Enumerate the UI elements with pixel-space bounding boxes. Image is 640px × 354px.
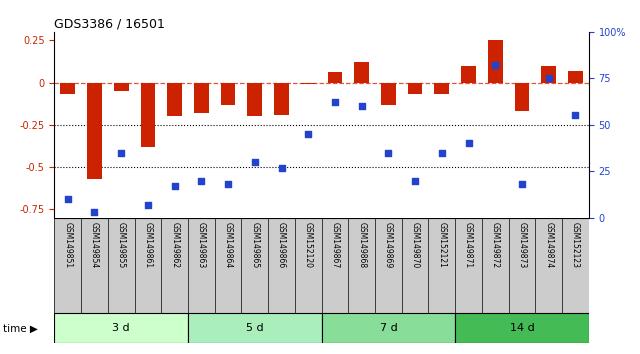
Text: GSM149854: GSM149854 [90,223,99,269]
Point [63,196,73,202]
Text: GSM149855: GSM149855 [116,223,125,269]
Point [490,63,500,68]
Point [143,202,153,207]
Bar [435,82,449,95]
Point [116,150,126,155]
Text: time ▶: time ▶ [3,323,38,333]
Text: GSM149865: GSM149865 [250,223,259,269]
Bar [54,313,188,343]
Bar [461,65,476,82]
Point [543,75,554,81]
Text: 5 d: 5 d [246,323,264,333]
Text: GSM149866: GSM149866 [277,223,286,269]
Text: GSM149870: GSM149870 [411,223,420,269]
Point [223,181,233,187]
Text: GDS3386 / 16501: GDS3386 / 16501 [54,18,165,31]
Bar [194,82,209,113]
Point [383,150,394,155]
Point [463,141,474,146]
Text: GSM152120: GSM152120 [304,223,313,268]
Text: GSM149871: GSM149871 [464,223,473,269]
Point [436,150,447,155]
Text: GSM149864: GSM149864 [223,223,232,269]
Point [250,159,260,165]
Text: GSM149868: GSM149868 [357,223,366,269]
Bar [114,82,129,91]
Bar [488,40,502,82]
Point [170,183,180,189]
Text: GSM149874: GSM149874 [544,223,553,269]
Point [90,209,100,215]
Bar [408,82,422,95]
Text: GSM149862: GSM149862 [170,223,179,269]
Bar [328,73,342,82]
Point [356,103,367,109]
Bar [248,82,262,116]
Text: GSM149869: GSM149869 [384,223,393,269]
Bar [355,62,369,82]
Bar [87,82,102,179]
Point [410,178,420,183]
Bar [515,82,529,111]
Point [570,113,580,118]
Text: GSM149867: GSM149867 [330,223,339,269]
Point [276,165,287,170]
Bar [221,82,236,104]
Bar [141,82,156,147]
Point [196,178,207,183]
Text: GSM149861: GSM149861 [143,223,152,269]
Point [303,131,314,137]
Text: 3 d: 3 d [113,323,130,333]
Bar [188,313,322,343]
Point [330,100,340,105]
Bar [322,313,455,343]
Bar [541,65,556,82]
Bar [381,82,396,104]
Text: GSM149873: GSM149873 [518,223,527,269]
Text: GSM149863: GSM149863 [197,223,206,269]
Bar [167,82,182,116]
Text: GSM152123: GSM152123 [571,223,580,268]
Bar [568,71,583,82]
Bar [60,82,75,95]
Point [517,181,527,187]
Bar [274,82,289,115]
Text: GSM152121: GSM152121 [437,223,446,268]
Text: GSM149851: GSM149851 [63,223,72,269]
Text: 14 d: 14 d [509,323,534,333]
Text: 7 d: 7 d [380,323,397,333]
Bar [455,313,589,343]
Text: GSM149872: GSM149872 [491,223,500,269]
Bar [301,82,316,84]
